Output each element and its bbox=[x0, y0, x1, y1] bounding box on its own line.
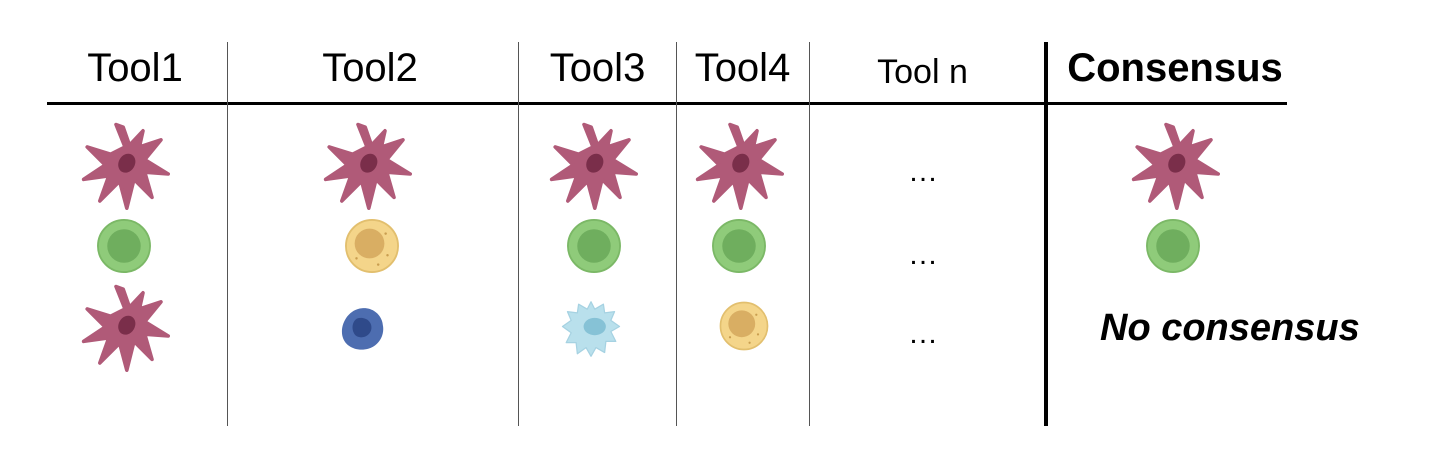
green-round-cell-icon bbox=[563, 215, 625, 277]
green-round-cell-icon bbox=[708, 215, 770, 277]
column-divider bbox=[227, 42, 228, 426]
stellate-cell-icon bbox=[548, 120, 638, 210]
green-round-cell-icon bbox=[1142, 215, 1204, 277]
blue-lobed-cell-icon bbox=[336, 303, 388, 355]
column-divider bbox=[809, 42, 810, 426]
stellate-cell-icon bbox=[1130, 120, 1220, 210]
green-round-cell-icon bbox=[93, 215, 155, 277]
consensus-divider bbox=[1044, 42, 1048, 426]
header-tool2: Tool2 bbox=[322, 45, 418, 90]
header-tool-n: Tool n bbox=[877, 52, 968, 91]
header-tool4: Tool4 bbox=[694, 45, 791, 90]
column-divider bbox=[676, 42, 677, 426]
header-tool3: Tool3 bbox=[549, 45, 646, 90]
stellate-cell-icon bbox=[322, 120, 412, 210]
stellate-cell-icon bbox=[694, 120, 784, 210]
header-rule bbox=[47, 102, 1287, 105]
no-consensus-label: No consensus bbox=[1100, 307, 1360, 349]
ellipsis: … bbox=[908, 317, 938, 350]
column-divider bbox=[518, 42, 519, 426]
header-consensus: Consensus bbox=[1067, 45, 1283, 90]
ellipsis: … bbox=[908, 238, 938, 271]
stellate-cell-icon bbox=[80, 120, 170, 210]
stellate-cell-icon bbox=[80, 282, 170, 372]
yellow-round-cell-icon bbox=[716, 298, 772, 354]
ellipsis: … bbox=[908, 155, 938, 188]
header-tool1: Tool1 bbox=[87, 45, 183, 90]
light-blue-spiky-cell-icon bbox=[558, 298, 624, 360]
yellow-round-cell-icon bbox=[341, 215, 403, 277]
